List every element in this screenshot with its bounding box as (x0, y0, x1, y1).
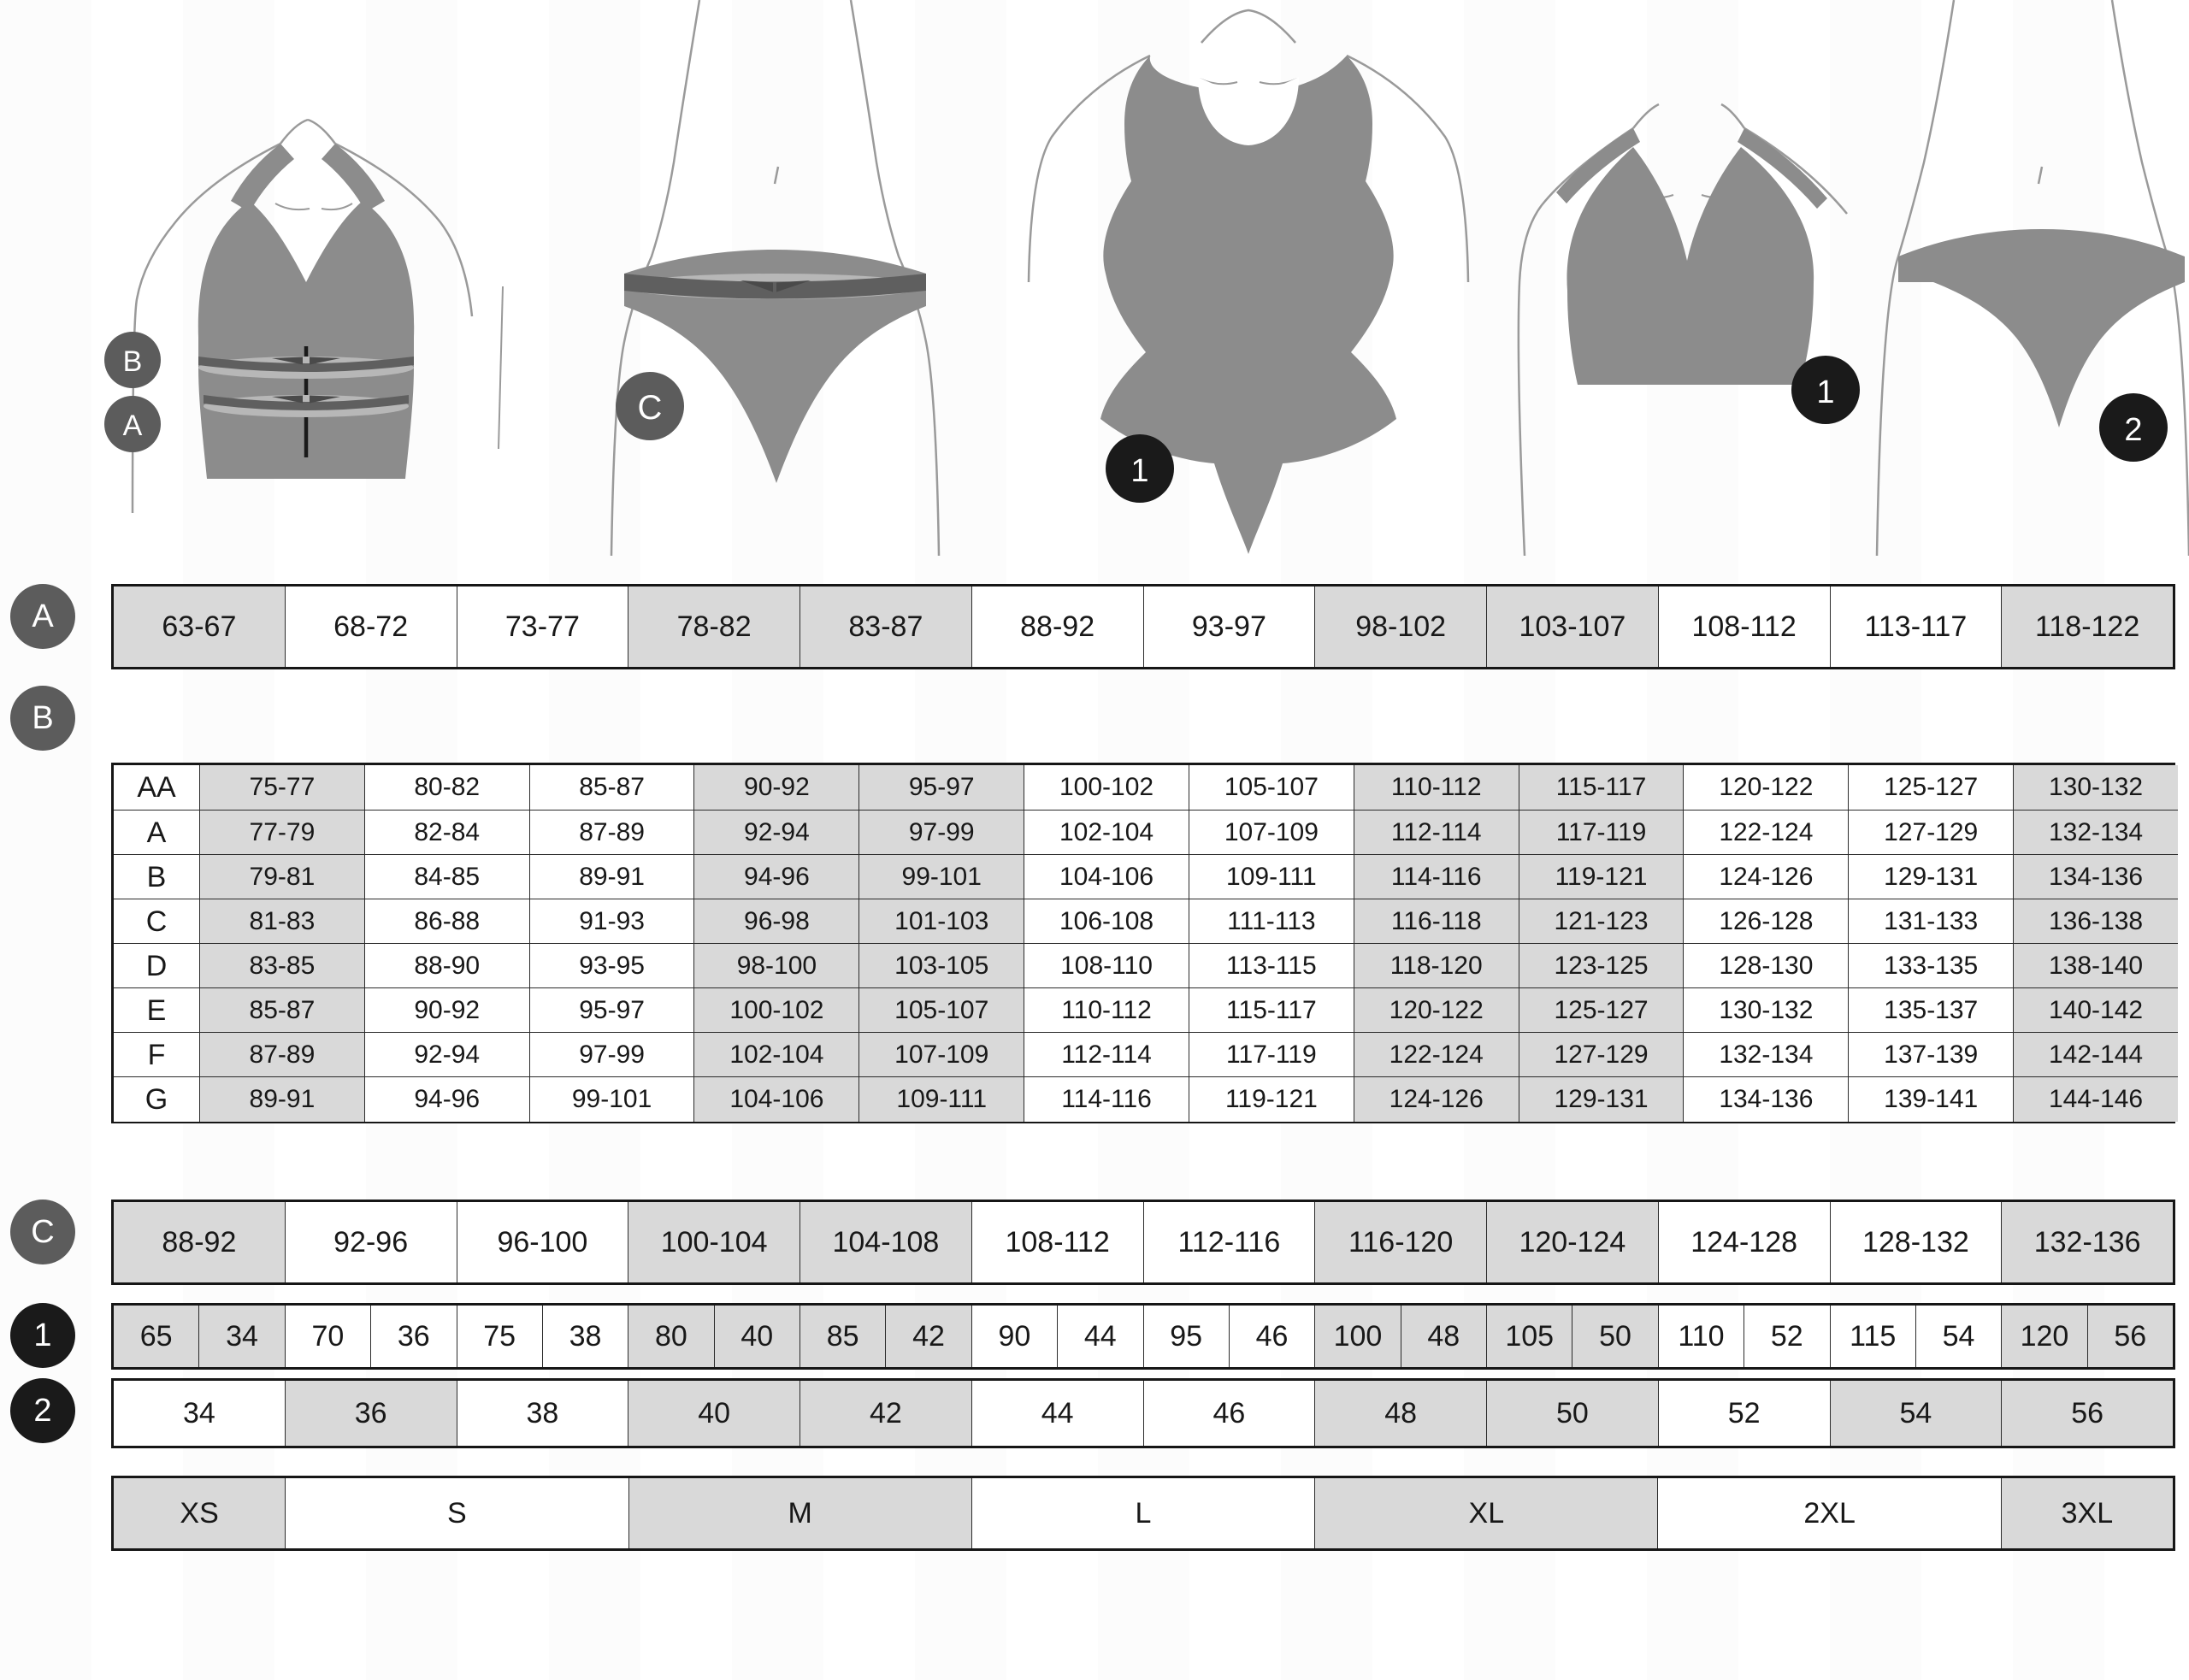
svg-text:2: 2 (2124, 412, 2142, 448)
svg-text:A: A (123, 410, 143, 442)
svg-text:1: 1 (1130, 453, 1148, 489)
svg-text:C: C (638, 389, 663, 427)
svg-text:B: B (123, 345, 143, 378)
